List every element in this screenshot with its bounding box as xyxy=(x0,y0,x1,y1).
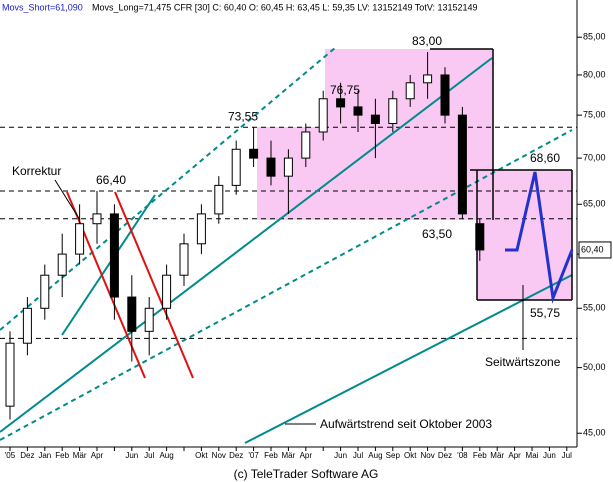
candle-body xyxy=(162,274,172,309)
x-tick-label: Aug xyxy=(159,451,173,460)
price-annotation: 66,40 xyxy=(96,173,126,187)
y-tick-label: 50,00 xyxy=(583,362,606,372)
candle-body xyxy=(336,98,346,108)
x-tick-label: '05 xyxy=(5,451,16,460)
x-tick-label: Mär xyxy=(73,451,87,460)
candle-body xyxy=(353,106,363,116)
x-tick-label: Nov xyxy=(420,451,434,460)
candle-body xyxy=(249,148,259,159)
x-tick-label: Jun xyxy=(543,451,556,460)
x-tick-label: Jul xyxy=(562,451,572,460)
x-tick-label: '08 xyxy=(457,451,468,460)
x-tick-label: Sep xyxy=(386,451,401,460)
candle-body xyxy=(5,342,15,407)
x-tick-label: Dez xyxy=(438,451,452,460)
candle-body xyxy=(40,274,50,309)
y-tick-label: 45,00 xyxy=(583,428,606,438)
price-annotation: 55,75 xyxy=(530,306,560,320)
candle-body xyxy=(423,74,433,84)
header: Movs_Long=71,475 CFR [30] C: 60,40 O: 60… xyxy=(92,2,478,12)
candle-body xyxy=(266,157,276,177)
arrow xyxy=(54,179,81,221)
x-tick-label: Mär xyxy=(490,451,504,460)
y-tick-label: 55,00 xyxy=(583,303,606,313)
note: Korrektur xyxy=(12,164,61,178)
candle-body xyxy=(318,98,328,133)
price-annotation: 73,55 xyxy=(228,109,258,123)
x-tick-label: Mär xyxy=(282,451,296,460)
price-annotation: 68,60 xyxy=(530,151,560,165)
last-price-box xyxy=(578,241,612,259)
note: Seitwärtszone xyxy=(485,355,561,369)
candle-body xyxy=(144,307,154,332)
y-tick-label: 65,00 xyxy=(583,199,606,209)
candle-body xyxy=(127,296,137,332)
x-tick-label: Mai xyxy=(526,451,539,460)
x-tick-label: Jul xyxy=(144,451,154,460)
candle-body xyxy=(92,213,102,225)
y-tick-label: 70,00 xyxy=(583,152,606,162)
candle-body xyxy=(301,131,311,159)
x-tick-label: Nov xyxy=(212,451,226,460)
box-lines xyxy=(430,48,573,301)
note: Aufwärtstrend seit Oktober 2003 xyxy=(320,417,492,431)
x-tick-label: Feb xyxy=(264,451,278,460)
candle-body xyxy=(283,157,293,177)
projection xyxy=(505,171,574,304)
y-tick-label: 80,00 xyxy=(583,69,606,79)
x-tick-label: Okt xyxy=(195,451,208,460)
candle-body xyxy=(457,114,467,215)
x-tick-label: Apr xyxy=(91,451,104,460)
candle-body xyxy=(475,223,485,251)
candle-body xyxy=(370,114,380,125)
x-tick-label: Dez xyxy=(229,451,243,460)
x-tick-label: Jul xyxy=(353,451,363,460)
candle-body xyxy=(22,307,32,344)
price-annotation: 83,00 xyxy=(412,34,442,48)
x-tick-label: Aug xyxy=(368,451,382,460)
candle-body xyxy=(75,223,85,255)
candle-body xyxy=(57,253,67,276)
header-short: Movs_Short=61,090 xyxy=(2,2,83,12)
sideways-zone xyxy=(477,170,572,300)
candle-body xyxy=(388,98,398,125)
x-tick-label: Feb xyxy=(473,451,487,460)
x-tick-label: Jan xyxy=(38,451,51,460)
candle-body xyxy=(179,243,189,276)
x-tick-label: Apr xyxy=(508,451,521,460)
price-annotation: 63,50 xyxy=(422,227,452,241)
x-tick-label: Apr xyxy=(300,451,313,460)
y-tick-label: 85,00 xyxy=(583,32,606,42)
candle-body xyxy=(405,82,415,100)
x-tick-label: Feb xyxy=(55,451,69,460)
x-tick-label: Okt xyxy=(404,451,417,460)
candle-body xyxy=(196,213,206,245)
price-annotation: 76,75 xyxy=(330,83,360,97)
y-tick-label: 75,00 xyxy=(583,110,606,120)
last-price-label: 60,40 xyxy=(581,244,604,254)
x-tick-label: Jun xyxy=(125,451,138,460)
candle-body xyxy=(440,74,450,116)
x-tick-label: Jun xyxy=(334,451,347,460)
x-tick-label: Dez xyxy=(20,451,34,460)
candle-body xyxy=(214,184,224,215)
candle-body xyxy=(109,213,119,298)
copyright: (c) TeleTrader Software AG xyxy=(234,467,379,481)
candle-body xyxy=(231,148,241,186)
x-tick-label: '07 xyxy=(248,451,259,460)
